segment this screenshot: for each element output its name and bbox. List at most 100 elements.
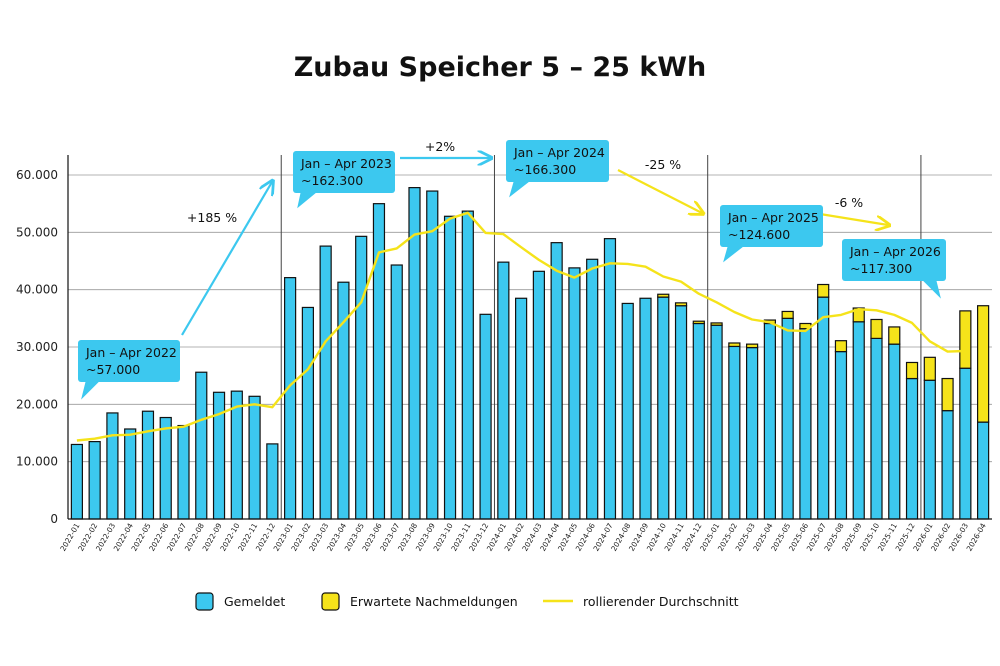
bar-gemeldet (781, 317, 794, 520)
bar-nachmeldungen (870, 318, 883, 340)
bar-nachmeldungen (781, 310, 794, 319)
y-tick-label: 50.000 (16, 225, 58, 239)
year-separators (280, 155, 922, 519)
bar-gemeldet (728, 345, 741, 520)
callout-box (842, 239, 946, 281)
bar-gemeldet (746, 346, 759, 520)
bar-nachmeldungen (923, 356, 936, 381)
callout-total: ~57.000 (86, 362, 140, 377)
callout-period: Jan – Apr 2023 (300, 156, 392, 171)
bar-gemeldet (230, 390, 243, 520)
bar-gemeldet (639, 297, 652, 520)
legend-label: Erwartete Nachmeldungen (350, 594, 518, 609)
callout-box (506, 140, 609, 182)
callout-period: Jan – Apr 2026 (849, 244, 941, 259)
callout-period: Jan – Apr 2022 (85, 345, 177, 360)
bar-gemeldet (763, 322, 776, 520)
bar-gemeldet (692, 322, 705, 520)
callout-tail (297, 192, 317, 209)
bar-gemeldet (977, 421, 990, 520)
callout-total: ~166.300 (514, 162, 576, 177)
bar-nachmeldungen (674, 302, 688, 307)
change-arrow (181, 182, 272, 336)
legend: Gemeldet Erwartete Nachmeldungen rollieren… (195, 592, 739, 611)
callout-tail (723, 246, 744, 263)
bar-gemeldet (195, 371, 208, 520)
bar-gemeldet (284, 277, 297, 520)
bar-gemeldet (657, 296, 670, 520)
y-tick-label: 40.000 (16, 283, 58, 297)
annotations: Jan – Apr 2022 ~57.000 Jan – Apr 2023 ~162.… (78, 140, 946, 400)
bar-nachmeldungen (692, 320, 705, 325)
bar-gemeldet (888, 343, 901, 520)
bar-gemeldet (141, 410, 155, 520)
legend-label: rollierender Durchschnitt (583, 594, 739, 609)
change-percent: +185 % (187, 210, 237, 225)
y-tick-label: 10.000 (16, 455, 58, 469)
bar-gemeldet (941, 410, 954, 520)
bar-gemeldet (248, 395, 261, 520)
callout-tail (922, 280, 941, 299)
change-arrows: +185 % +2% -25 % -6 % (181, 139, 888, 336)
bar-gemeldet (355, 235, 368, 520)
change-percent: +2% (425, 139, 455, 154)
y-tick-label: 20.000 (16, 397, 58, 411)
bar-gemeldet (568, 267, 581, 520)
bar-gemeldet (461, 210, 474, 520)
bar-nachmeldungen (888, 326, 901, 345)
bar-gemeldet (817, 296, 830, 520)
callout-box (720, 205, 823, 247)
bar-gemeldet (177, 424, 190, 520)
callout-period: Jan – Apr 2025 (727, 210, 819, 225)
bar-nachmeldungen (817, 283, 830, 298)
bar-gemeldet (870, 337, 883, 520)
rolling-average-line (76, 211, 966, 442)
callout-total: ~117.300 (850, 261, 912, 276)
bar-gemeldet (603, 238, 617, 520)
bar-gemeldet (586, 258, 599, 520)
bar-nachmeldungen (959, 310, 972, 369)
bar-nachmeldungen (657, 293, 670, 298)
change-arrow (819, 212, 888, 225)
change-arrow (617, 169, 702, 213)
rolling-average (76, 211, 966, 442)
legend-label: Gemeldet (224, 594, 285, 609)
callout-total: ~124.600 (728, 227, 790, 242)
change-percent: -6 % (835, 195, 863, 210)
bar-gemeldet (124, 428, 137, 520)
callout-total: ~162.300 (301, 173, 363, 188)
bar-nachmeldungen (977, 305, 990, 423)
bar-gemeldet (905, 377, 919, 520)
callout-box (78, 340, 180, 382)
bar-gemeldet (959, 367, 972, 520)
bar-nachmeldungen (905, 361, 919, 380)
bar-nachmeldungen (746, 343, 759, 349)
y-tick-label: 0 (50, 512, 58, 526)
bars (70, 187, 990, 520)
bar-gemeldet (70, 443, 83, 520)
bar-gemeldet (426, 190, 439, 520)
bar-gemeldet (266, 443, 279, 520)
bar-gemeldet (159, 416, 172, 520)
bar-nachmeldungen (728, 342, 741, 348)
bar-gemeldet (674, 305, 688, 520)
bar-gemeldet (923, 379, 936, 520)
bar-gemeldet (88, 441, 101, 520)
change-percent: -25 % (645, 157, 681, 172)
bar-gemeldet (479, 313, 492, 520)
legend-swatch (321, 592, 340, 611)
bar-gemeldet (301, 306, 314, 520)
y-tick-label: 30.000 (16, 340, 58, 354)
bar-gemeldet (852, 321, 865, 520)
callout-box (293, 151, 395, 193)
bar-gemeldet (319, 245, 332, 520)
bar-nachmeldungen (941, 377, 954, 412)
bar-gemeldet (443, 215, 457, 520)
callout-tail (509, 181, 530, 198)
bar-gemeldet (550, 242, 563, 520)
bar-gemeldet (390, 264, 403, 520)
bar-gemeldet (621, 302, 634, 520)
chart-title: Zubau Speicher 5 – 25 kWh (293, 52, 707, 83)
